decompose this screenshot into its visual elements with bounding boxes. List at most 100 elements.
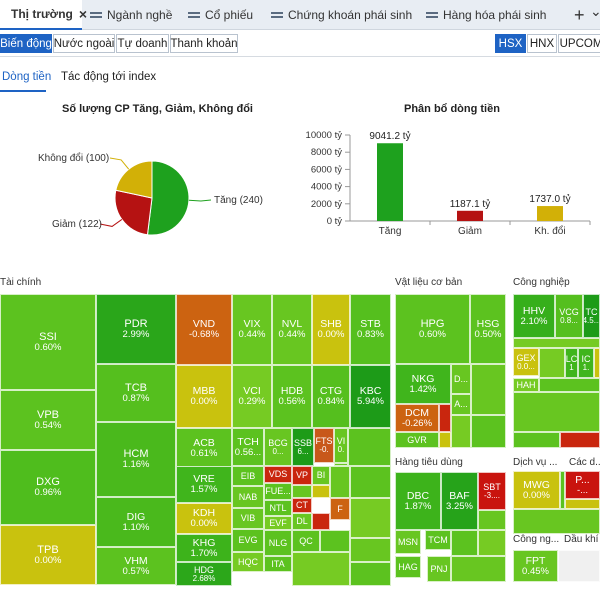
stock-cell-TPB[interactable]: TPB 0.00%: [0, 525, 96, 585]
stock-cell-HHV[interactable]: HHV 2.10%: [513, 294, 555, 338]
stock-cell-NKG[interactable]: NKG 1.42%: [395, 364, 451, 404]
stock-cell-TC[interactable]: TC 4.5...: [583, 294, 600, 338]
stock-cell-minor[interactable]: [350, 498, 391, 538]
stock-cell-minor[interactable]: [292, 552, 350, 586]
stock-cell-SSI[interactable]: SSI 0.60%: [0, 294, 96, 390]
stock-cell-PNJ[interactable]: PNJ: [427, 556, 451, 582]
stock-cell-ITA[interactable]: ITA: [264, 556, 292, 572]
stock-cell-IC[interactable]: IC 1.: [578, 348, 594, 378]
stock-cell-minor[interactable]: [558, 550, 600, 582]
exchange-button-1[interactable]: HNX: [527, 34, 557, 53]
stock-cell-SSB[interactable]: SSB 6...: [292, 428, 314, 466]
stock-cell-GEX[interactable]: GEX 0.0...: [513, 348, 539, 376]
stock-cell-A...[interactable]: A...: [451, 394, 471, 415]
filter-button-3[interactable]: Thanh khoản: [170, 34, 238, 53]
stock-cell-HPG[interactable]: HPG 0.60%: [395, 294, 470, 364]
stock-cell-GVR[interactable]: GVR: [395, 432, 439, 448]
stock-cell-minor[interactable]: [312, 513, 330, 530]
stock-cell-EVF[interactable]: EVF: [264, 516, 292, 530]
filter-button-0[interactable]: Biến động: [0, 34, 52, 53]
chevron-down-icon[interactable]: ⌄: [590, 2, 600, 19]
stock-cell-minor[interactable]: [478, 530, 506, 556]
stock-cell-QC[interactable]: QC: [292, 530, 320, 552]
filter-button-2[interactable]: Tự doanh: [116, 34, 169, 53]
stock-cell-DIG[interactable]: DIG 1.10%: [96, 497, 176, 547]
view-tab-0[interactable]: Dòng tiền: [2, 71, 52, 83]
stock-cell-minor[interactable]: [560, 432, 600, 448]
stock-cell-DL[interactable]: DL: [292, 513, 312, 530]
pie-slice-Tăng[interactable]: [146, 160, 190, 236]
stock-cell-EIB[interactable]: EIB: [232, 466, 264, 486]
stock-cell-minor[interactable]: [350, 466, 391, 498]
filter-button-1[interactable]: Nước ngoài: [53, 34, 115, 53]
stock-cell-DCM[interactable]: DCM -0.26%: [395, 404, 439, 432]
stock-cell-KDH[interactable]: KDH 0.00%: [176, 503, 232, 534]
stock-cell-minor[interactable]: [350, 538, 391, 562]
exchange-button-2[interactable]: UPCOM: [558, 34, 600, 53]
stock-cell-KBC[interactable]: KBC 5.94%: [350, 365, 391, 428]
stock-cell-MSN[interactable]: MSN: [395, 530, 421, 554]
tab-3[interactable]: Chứng khoán phái sinh: [265, 0, 417, 30]
stock-cell-NLG[interactable]: NLG: [264, 530, 292, 556]
tab-1[interactable]: Ngành nghề: [84, 0, 180, 30]
stock-cell-TCB[interactable]: TCB 0.87%: [96, 364, 176, 422]
stock-cell-minor[interactable]: [348, 428, 391, 466]
stock-cell-BI[interactable]: BI: [312, 466, 330, 485]
stock-cell-minor[interactable]: [471, 415, 506, 448]
stock-cell-SBT[interactable]: SBT -3....: [478, 472, 506, 510]
stock-cell-HSG[interactable]: HSG 0.50%: [470, 294, 506, 364]
add-tab-icon[interactable]: +: [574, 4, 585, 25]
tab-0[interactable]: Thị trường ×: [0, 0, 87, 30]
stock-cell-HCM[interactable]: HCM 1.16%: [96, 422, 176, 497]
stock-cell-minor[interactable]: [565, 499, 600, 509]
stock-cell-minor[interactable]: [334, 463, 348, 466]
stock-cell-minor[interactable]: [478, 510, 506, 530]
exchange-button-0[interactable]: HSX: [495, 34, 526, 53]
stock-cell-HDG[interactable]: HDG 2.68%: [176, 562, 232, 586]
stock-cell-CTG[interactable]: CTG 0.84%: [312, 365, 350, 428]
stock-cell-minor[interactable]: [560, 471, 565, 509]
stock-cell-minor[interactable]: [471, 364, 506, 415]
stock-cell-minor[interactable]: [513, 338, 600, 348]
stock-cell-D...[interactable]: D...: [451, 364, 471, 394]
stock-cell-minor[interactable]: [312, 485, 330, 498]
stock-cell-DXG[interactable]: DXG 0.96%: [0, 450, 96, 525]
stock-cell-VP[interactable]: VP: [292, 466, 312, 485]
bar-Giảm[interactable]: [457, 210, 483, 221]
stock-cell-VCG[interactable]: VCG 0.8...: [555, 294, 583, 338]
bar-Tăng[interactable]: [377, 143, 403, 221]
stock-cell-VRE[interactable]: VRE 1.57%: [176, 466, 232, 503]
stock-cell-DBC[interactable]: DBC 1.87%: [395, 472, 441, 530]
close-icon[interactable]: ×: [78, 6, 88, 22]
stock-cell-VHM[interactable]: VHM 0.57%: [96, 547, 176, 585]
stock-cell-minor[interactable]: [513, 432, 560, 448]
tab-2[interactable]: Cổ phiếu: [182, 0, 262, 30]
stock-cell-LC[interactable]: LC 1: [565, 348, 578, 378]
stock-cell-VIB[interactable]: VIB: [232, 508, 264, 529]
stock-cell-VPB[interactable]: VPB 0.54%: [0, 390, 96, 450]
stock-cell-VND[interactable]: VND -0.68%: [176, 294, 232, 365]
stock-cell-TCH[interactable]: TCH 0.56...: [232, 428, 264, 466]
stock-cell-minor[interactable]: [330, 466, 350, 498]
stock-cell-MWG[interactable]: MWG 0.00%: [513, 471, 560, 509]
stock-cell-minor[interactable]: [539, 348, 565, 378]
stock-cell-SHB[interactable]: SHB 0.00%: [312, 294, 350, 365]
stock-cell-minor[interactable]: [451, 556, 506, 582]
stock-cell-NTL[interactable]: NTL: [264, 500, 292, 516]
stock-cell-F[interactable]: F: [330, 498, 350, 520]
stock-cell-CT[interactable]: CT: [292, 498, 312, 513]
view-tab-1[interactable]: Tác động tới index: [61, 71, 157, 83]
stock-cell-P...[interactable]: P... -...: [565, 471, 600, 499]
stock-cell-minor[interactable]: [539, 378, 600, 392]
stock-cell-minor[interactable]: [439, 404, 451, 432]
stock-cell-VIX[interactable]: VIX 0.44%: [232, 294, 272, 365]
stock-cell-minor[interactable]: [439, 432, 451, 448]
stock-cell-minor[interactable]: [513, 392, 600, 432]
stock-cell-minor[interactable]: [350, 562, 391, 586]
stock-cell-BCG[interactable]: BCG 0...: [264, 428, 292, 466]
stock-cell-FTS[interactable]: FTS -0.: [314, 428, 334, 463]
stock-cell-FUE...[interactable]: FUE...: [264, 483, 292, 500]
stock-cell-minor[interactable]: [451, 530, 478, 556]
stock-cell-FPT[interactable]: FPT 0.45%: [513, 550, 558, 582]
stock-cell-BAF[interactable]: BAF 3.25%: [441, 472, 478, 530]
